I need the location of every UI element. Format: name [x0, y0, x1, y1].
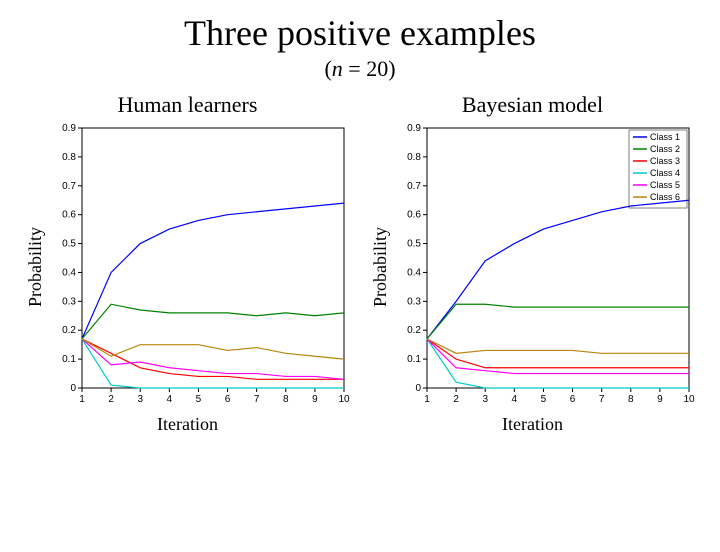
svg-text:0.8: 0.8	[407, 152, 421, 163]
svg-text:Class 3: Class 3	[650, 156, 680, 166]
svg-text:5: 5	[196, 394, 202, 405]
right-chart: 0 0.1 0.2 0.3 0.4 0.5 0.6 0.7 0.8 0.9 1 2 3 4 5 6 7 8 9 10 C…	[395, 122, 695, 412]
svg-text:7: 7	[599, 394, 605, 405]
svg-text:0.8: 0.8	[62, 152, 76, 163]
svg-text:8: 8	[283, 394, 289, 405]
svg-text:0.3: 0.3	[407, 296, 421, 307]
svg-text:9: 9	[312, 394, 318, 405]
left-xlabel: Iteration	[157, 414, 218, 435]
svg-text:0: 0	[70, 383, 76, 394]
subtitle-rest: = 20)	[343, 56, 396, 81]
svg-text:0.9: 0.9	[407, 123, 421, 134]
svg-text:4: 4	[167, 394, 173, 405]
left-panel: Human learners Probability 0 0.1 0.2 0.3 0.4…	[25, 92, 350, 435]
svg-text:8: 8	[628, 394, 634, 405]
svg-text:Class 4: Class 4	[650, 168, 680, 178]
svg-text:0.6: 0.6	[407, 210, 421, 221]
svg-text:0.3: 0.3	[62, 296, 76, 307]
left-panel-title: Human learners	[118, 92, 258, 118]
svg-text:9: 9	[657, 394, 663, 405]
svg-text:0.4: 0.4	[62, 267, 76, 278]
svg-text:2: 2	[108, 394, 114, 405]
svg-text:0.9: 0.9	[62, 123, 76, 134]
svg-text:Class 2: Class 2	[650, 144, 680, 154]
svg-text:3: 3	[137, 394, 143, 405]
svg-text:0.7: 0.7	[62, 181, 76, 192]
svg-text:3: 3	[482, 394, 488, 405]
svg-text:0.5: 0.5	[407, 239, 421, 250]
subtitle-open: (	[324, 56, 331, 81]
right-chart-row: Probability 0 0.1 0.2 0.3 0.4 0.5 0.6 0.7 0.8 0.9…	[370, 122, 695, 412]
svg-text:4: 4	[512, 394, 518, 405]
right-panel: Bayesian model Probability 0 0.1 0.2 0.3 0.4…	[370, 92, 695, 435]
svg-text:5: 5	[541, 394, 547, 405]
svg-text:6: 6	[225, 394, 231, 405]
svg-text:2: 2	[453, 394, 459, 405]
svg-text:0: 0	[415, 383, 421, 394]
svg-text:0.7: 0.7	[407, 181, 421, 192]
svg-text:0.1: 0.1	[407, 354, 421, 365]
left-chart: 0 0.1 0.2 0.3 0.4 0.5 0.6 0.7 0.8 0.9 1 2 3 4 5 6 7 8 9 10	[50, 122, 350, 412]
svg-text:1: 1	[79, 394, 85, 405]
right-xlabel: Iteration	[502, 414, 563, 435]
svg-text:1: 1	[424, 394, 430, 405]
right-ylabel: Probability	[370, 227, 391, 307]
left-chart-row: Probability 0 0.1 0.2 0.3 0.4 0.5 0.6 0.7 0.8 0.9…	[25, 122, 350, 412]
panels-row: Human learners Probability 0 0.1 0.2 0.3 0.4…	[0, 92, 720, 435]
right-panel-title: Bayesian model	[462, 92, 603, 118]
svg-text:10: 10	[683, 394, 695, 405]
svg-text:0.2: 0.2	[407, 325, 421, 336]
svg-text:0.6: 0.6	[62, 210, 76, 221]
svg-text:0.1: 0.1	[62, 354, 76, 365]
svg-text:Class 5: Class 5	[650, 180, 680, 190]
svg-text:10: 10	[338, 394, 350, 405]
page-title: Three positive examples	[0, 12, 720, 54]
left-ylabel: Probability	[25, 227, 46, 307]
svg-text:0.4: 0.4	[407, 267, 421, 278]
svg-text:6: 6	[570, 394, 576, 405]
svg-text:Class 6: Class 6	[650, 192, 680, 202]
page-subtitle: (n = 20)	[0, 56, 720, 82]
svg-text:7: 7	[254, 394, 260, 405]
svg-text:0.5: 0.5	[62, 239, 76, 250]
svg-text:0.2: 0.2	[62, 325, 76, 336]
svg-text:Class 1: Class 1	[650, 132, 680, 142]
subtitle-n: n	[332, 56, 343, 81]
